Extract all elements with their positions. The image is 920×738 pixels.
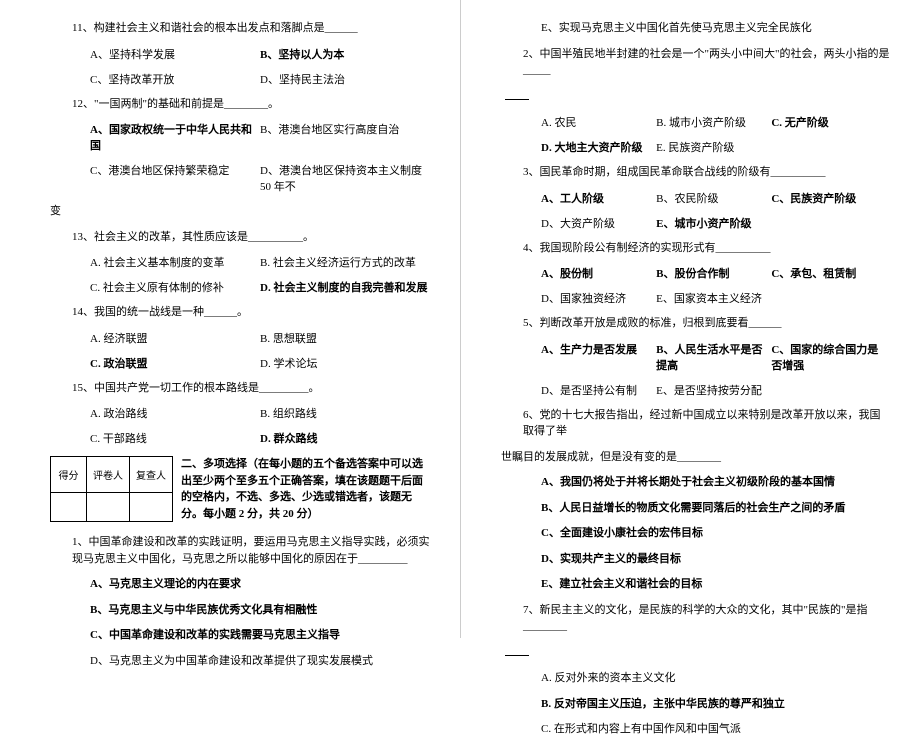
left-column: 11、构建社会主义和谐社会的根本出发点和落脚点是______ A、坚持科学发展 …: [0, 0, 460, 638]
mq7-b: B. 反对帝国主义压迫，主张中华民族的尊严和独立: [501, 696, 890, 713]
q13-b: B. 社会主义经济运行方式的改革: [260, 254, 430, 270]
q15-opts-cd: C. 干部路线 D. 群众路线: [50, 430, 430, 446]
mq4-opts-abc: A、股份制 B、股份合作制 C、承包、租赁制: [501, 265, 890, 281]
mq3-a: A、工人阶级: [541, 190, 656, 206]
mq2-blank: [501, 88, 890, 106]
mq5-a: A、生产力是否发展: [541, 341, 656, 373]
q12-stem: 12、"一国两制"的基础和前提是________。: [50, 96, 430, 113]
mq4-b: B、股份合作制: [656, 265, 771, 281]
q11-a: A、坚持科学发展: [90, 46, 260, 62]
mq4-a: A、股份制: [541, 265, 656, 281]
q15-stem: 15、中国共产党一切工作的根本路线是_________。: [50, 380, 430, 397]
mq6-stem2: 世瞩目的发展成就，但是没有变的是________: [501, 449, 890, 466]
td-marker: [87, 492, 130, 521]
mq7-c: C. 在形式和内容上有中国作风和中国气派: [501, 721, 890, 738]
th-marker: 评卷人: [87, 457, 130, 493]
mq2-a: A. 农民: [541, 114, 656, 130]
mq4-c: C、承包、租赁制: [771, 265, 886, 281]
mq3-b: B、农民阶级: [656, 190, 771, 206]
q14-opts-ab: A. 经济联盟 B. 思想联盟: [50, 330, 430, 346]
q13-opts-ab: A. 社会主义基本制度的变革 B. 社会主义经济运行方式的改革: [50, 254, 430, 270]
mq3-opts-abc: A、工人阶级 B、农民阶级 C、民族资产阶级: [501, 190, 890, 206]
q14-b: B. 思想联盟: [260, 330, 430, 346]
mq2-opts-abc: A. 农民 B. 城市小资产阶级 C. 无产阶级: [501, 114, 890, 130]
q12-a: A、国家政权统一于中华人民共和国: [90, 121, 260, 153]
q14-a: A. 经济联盟: [90, 330, 260, 346]
score-section: 得分 评卷人 复查人 二、多项选择（在每小题的五个备选答案中可以选出至少两个至多…: [50, 456, 430, 522]
mq7-a: A. 反对外来的资本主义文化: [501, 670, 890, 687]
q13-d: D. 社会主义制度的自我完善和发展: [260, 279, 430, 295]
q15-d: D. 群众路线: [260, 430, 430, 446]
q11-stem: 11、构建社会主义和谐社会的根本出发点和落脚点是______: [50, 20, 430, 37]
mq6-e: E、建立社会主义和谐社会的目标: [501, 576, 890, 593]
mq5-stem: 5、判断改革开放是成败的标准，归根到底要看______: [501, 315, 890, 332]
q13-a: A. 社会主义基本制度的变革: [90, 254, 260, 270]
q15-b: B. 组织路线: [260, 405, 430, 421]
q14-stem: 14、我国的统一战线是一种______。: [50, 304, 430, 321]
q14-d: D. 学术论坛: [260, 355, 430, 371]
mq7-blank: [501, 644, 890, 662]
q15-a: A. 政治路线: [90, 405, 260, 421]
right-column: E、实现马克思主义中国化首先使马克思主义完全民族化 2、中国半殖民地半封建的社会…: [460, 0, 920, 638]
mq4-e: E、国家资本主义经济: [656, 290, 771, 306]
mq5-b: B、人民生活水平是否提高: [656, 341, 771, 373]
mq6-a: A、我国仍将处于并将长期处于社会主义初级阶段的基本国情: [501, 474, 890, 491]
q15-opts-ab: A. 政治路线 B. 组织路线: [50, 405, 430, 421]
q12-d: D、港澳台地区保持资本主义制度 50 年不: [260, 162, 430, 194]
mq1-e: E、实现马克思主义中国化首先使马克思主义完全民族化: [501, 20, 890, 37]
mq1-a: A、马克思主义理论的内在要求: [50, 576, 430, 593]
mq1-stem: 1、中国革命建设和改革的实践证明，要运用马克思主义指导实践，必须实现马克思主义中…: [50, 534, 430, 567]
mq3-opts-de: D、大资产阶级 E、城市小资产阶级: [501, 215, 890, 231]
q11-opts-cd: C、坚持改革开放 D、坚持民主法治: [50, 71, 430, 87]
q15-c: C. 干部路线: [90, 430, 260, 446]
mq5-c: C、国家的综合国力是否增强: [771, 341, 886, 373]
td-reviewer: [130, 492, 173, 521]
mq4-opts-de: D、国家独资经济 E、国家资本主义经济: [501, 290, 890, 306]
mq6-d: D、实现共产主义的最终目标: [501, 551, 890, 568]
mq7-stem: 7、新民主主义的文化，是民族的科学的大众的文化，其中"民族的"是指_______…: [501, 602, 890, 635]
mq2-opts-de: D. 大地主大资产阶级 E. 民族资产阶级: [501, 139, 890, 155]
mq3-stem: 3、国民革命时期，组成国民革命联合战线的阶级有__________: [501, 164, 890, 181]
mq3-e: E、城市小资产阶级: [656, 215, 771, 231]
mq6-c: C、全面建设小康社会的宏伟目标: [501, 525, 890, 542]
q11-c: C、坚持改革开放: [90, 71, 260, 87]
mq5-opts-abc: A、生产力是否发展 B、人民生活水平是否提高 C、国家的综合国力是否增强: [501, 341, 890, 373]
q11-d: D、坚持民主法治: [260, 71, 430, 87]
mq6-b: B、人民日益增长的物质文化需要同落后的社会生产之间的矛盾: [501, 500, 890, 517]
q12-opts-cd: C、港澳台地区保持繁荣稳定 D、港澳台地区保持资本主义制度 50 年不: [50, 162, 430, 194]
q12-b: B、港澳台地区实行高度自治: [260, 121, 430, 153]
mq5-opts-de: D、是否坚持公有制 E、是否坚持按劳分配: [501, 382, 890, 398]
q13-c: C. 社会主义原有体制的修补: [90, 279, 260, 295]
section2-title: 二、多项选择（在每小题的五个备选答案中可以选出至少两个至多五个正确答案，填在该题…: [173, 456, 430, 522]
score-table: 得分 评卷人 复查人: [50, 456, 173, 522]
q11-opts-ab: A、坚持科学发展 B、坚持以人为本: [50, 46, 430, 62]
mq1-c: C、中国革命建设和改革的实践需要马克思主义指导: [50, 627, 430, 644]
mq2-b: B. 城市小资产阶级: [656, 114, 771, 130]
mq3-d: D、大资产阶级: [541, 215, 656, 231]
mq5-d: D、是否坚持公有制: [541, 382, 656, 398]
mq6-stem1: 6、党的十七大报告指出，经过新中国成立以来特别是改革开放以来，我国取得了举: [501, 407, 890, 440]
th-score: 得分: [51, 457, 87, 493]
td-score: [51, 492, 87, 521]
q11-b: B、坚持以人为本: [260, 46, 430, 62]
mq4-d: D、国家独资经济: [541, 290, 656, 306]
mq3-c: C、民族资产阶级: [771, 190, 886, 206]
th-reviewer: 复查人: [130, 457, 173, 493]
q14-c: C. 政治联盟: [90, 355, 260, 371]
q12-c: C、港澳台地区保持繁荣稳定: [90, 162, 260, 194]
q13-stem: 13、社会主义的改革，其性质应该是__________。: [50, 229, 430, 246]
mq2-stem: 2、中国半殖民地半封建的社会是一个"两头小中间大"的社会，两头小指的是_____: [501, 46, 890, 79]
mq4-stem: 4、我国现阶段公有制经济的实现形式有__________: [501, 240, 890, 257]
mq5-e: E、是否坚持按劳分配: [656, 382, 771, 398]
mq2-c: C. 无产阶级: [771, 114, 886, 130]
q12-d-tail: 变: [50, 203, 430, 220]
q14-opts-cd: C. 政治联盟 D. 学术论坛: [50, 355, 430, 371]
q13-opts-cd: C. 社会主义原有体制的修补 D. 社会主义制度的自我完善和发展: [50, 279, 430, 295]
mq2-d: D. 大地主大资产阶级: [541, 139, 656, 155]
mq1-d: D、马克思主义为中国革命建设和改革提供了现实发展模式: [50, 653, 430, 670]
mq1-b: B、马克思主义与中华民族优秀文化具有相融性: [50, 602, 430, 619]
q12-opts-ab: A、国家政权统一于中华人民共和国 B、港澳台地区实行高度自治: [50, 121, 430, 153]
mq2-e: E. 民族资产阶级: [656, 139, 771, 155]
